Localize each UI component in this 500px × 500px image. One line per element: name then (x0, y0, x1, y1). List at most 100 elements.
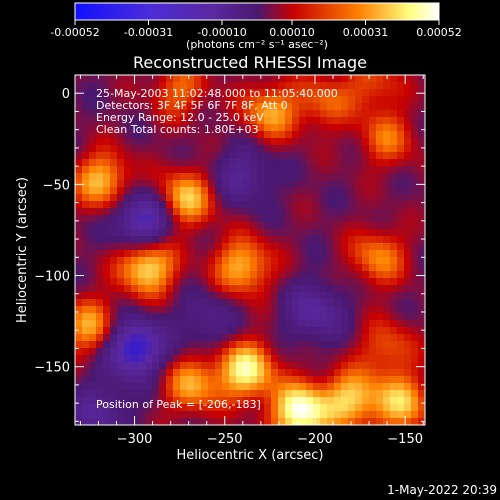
heatmap-cell (117, 201, 125, 209)
heatmap-cell (243, 390, 251, 398)
heatmap-cell (96, 215, 104, 223)
heatmap-cell (131, 173, 139, 181)
heatmap-cell (306, 117, 314, 125)
heatmap-cell (397, 362, 405, 370)
heatmap-cell (271, 292, 279, 300)
heatmap-cell (264, 208, 272, 216)
heatmap-cell (236, 159, 244, 167)
heatmap-cell (117, 124, 125, 132)
heatmap-cell (327, 229, 335, 237)
heatmap-cell (138, 89, 146, 97)
heatmap-cell (285, 383, 293, 391)
heatmap-cell (264, 103, 272, 111)
heatmap-cell (306, 138, 314, 146)
heatmap-cell (243, 96, 251, 104)
heatmap-cell (187, 362, 195, 370)
heatmap-cell (369, 145, 377, 153)
heatmap-cell (124, 376, 132, 384)
heatmap-cell (166, 159, 174, 167)
heatmap-cell (75, 341, 83, 349)
heatmap-cell (82, 229, 90, 237)
heatmap-cell (404, 145, 412, 153)
heatmap-cell (208, 110, 216, 118)
heatmap-cell (159, 215, 167, 223)
heatmap-cell (124, 89, 132, 97)
heatmap-cell (376, 390, 384, 398)
heatmap-cell (243, 145, 251, 153)
heatmap-cell (271, 418, 279, 425)
heatmap-cell (180, 152, 188, 160)
heatmap-cell (103, 194, 111, 202)
heatmap-cell (362, 292, 370, 300)
heatmap-cell (194, 327, 202, 335)
heatmap-cell (96, 243, 104, 251)
heatmap-cell (250, 131, 258, 139)
heatmap-cell (397, 355, 405, 363)
heatmap-cell (404, 327, 412, 335)
heatmap-cell (320, 271, 328, 279)
heatmap-cell (166, 334, 174, 342)
heatmap-cell (222, 243, 230, 251)
y-tick-label: −100 (34, 270, 70, 285)
heatmap-cell (250, 243, 258, 251)
heatmap-cell (96, 229, 104, 237)
heatmap-cell (208, 222, 216, 230)
heatmap-cell (264, 292, 272, 300)
heatmap-cell (348, 222, 356, 230)
heatmap-cell (411, 103, 419, 111)
heatmap-cell (145, 264, 153, 272)
heatmap-cell (264, 82, 272, 90)
heatmap-cell (215, 271, 223, 279)
heatmap-cell (376, 201, 384, 209)
heatmap-cell (369, 89, 377, 97)
heatmap-cell (390, 103, 398, 111)
heatmap-cell (243, 376, 251, 384)
heatmap-cell (173, 341, 181, 349)
heatmap-cell (96, 404, 104, 412)
heatmap-cell (327, 75, 335, 83)
heatmap-cell (89, 348, 97, 356)
heatmap-cell (418, 299, 425, 307)
heatmap-cell (355, 215, 363, 223)
heatmap-cell (411, 152, 419, 160)
heatmap-cell (250, 411, 258, 419)
heatmap-cell (383, 355, 391, 363)
heatmap-cell (222, 201, 230, 209)
heatmap-cell (271, 82, 279, 90)
heatmap-cell (180, 250, 188, 258)
heatmap-cell (75, 152, 83, 160)
heatmap-cell (313, 138, 321, 146)
heatmap-cell (152, 138, 160, 146)
heatmap-cell (145, 341, 153, 349)
heatmap-cell (271, 348, 279, 356)
heatmap-cell (278, 103, 286, 111)
heatmap-cell (264, 306, 272, 314)
heatmap-cell (152, 264, 160, 272)
heatmap-cell (187, 327, 195, 335)
heatmap-cell (96, 222, 104, 230)
heatmap-cell (334, 208, 342, 216)
heatmap-cell (264, 264, 272, 272)
heatmap-cell (166, 229, 174, 237)
heatmap-cell (159, 159, 167, 167)
heatmap-cell (117, 369, 125, 377)
heatmap-cell (222, 152, 230, 160)
heatmap-cell (117, 131, 125, 139)
heatmap-cell (292, 362, 300, 370)
heatmap-cell (152, 215, 160, 223)
heatmap-cell (159, 138, 167, 146)
heatmap-cell (117, 110, 125, 118)
heatmap-cell (334, 159, 342, 167)
heatmap-cell (201, 341, 209, 349)
heatmap-cell (208, 173, 216, 181)
heatmap-cell (271, 264, 279, 272)
heatmap-cell (348, 145, 356, 153)
heatmap-cell (215, 173, 223, 181)
heatmap-cell (411, 285, 419, 293)
heatmap-cell (222, 390, 230, 398)
heatmap-cell (313, 75, 321, 83)
heatmap-cell (418, 103, 425, 111)
heatmap-cell (404, 376, 412, 384)
heatmap-cell (404, 215, 412, 223)
heatmap-cell (397, 397, 405, 405)
